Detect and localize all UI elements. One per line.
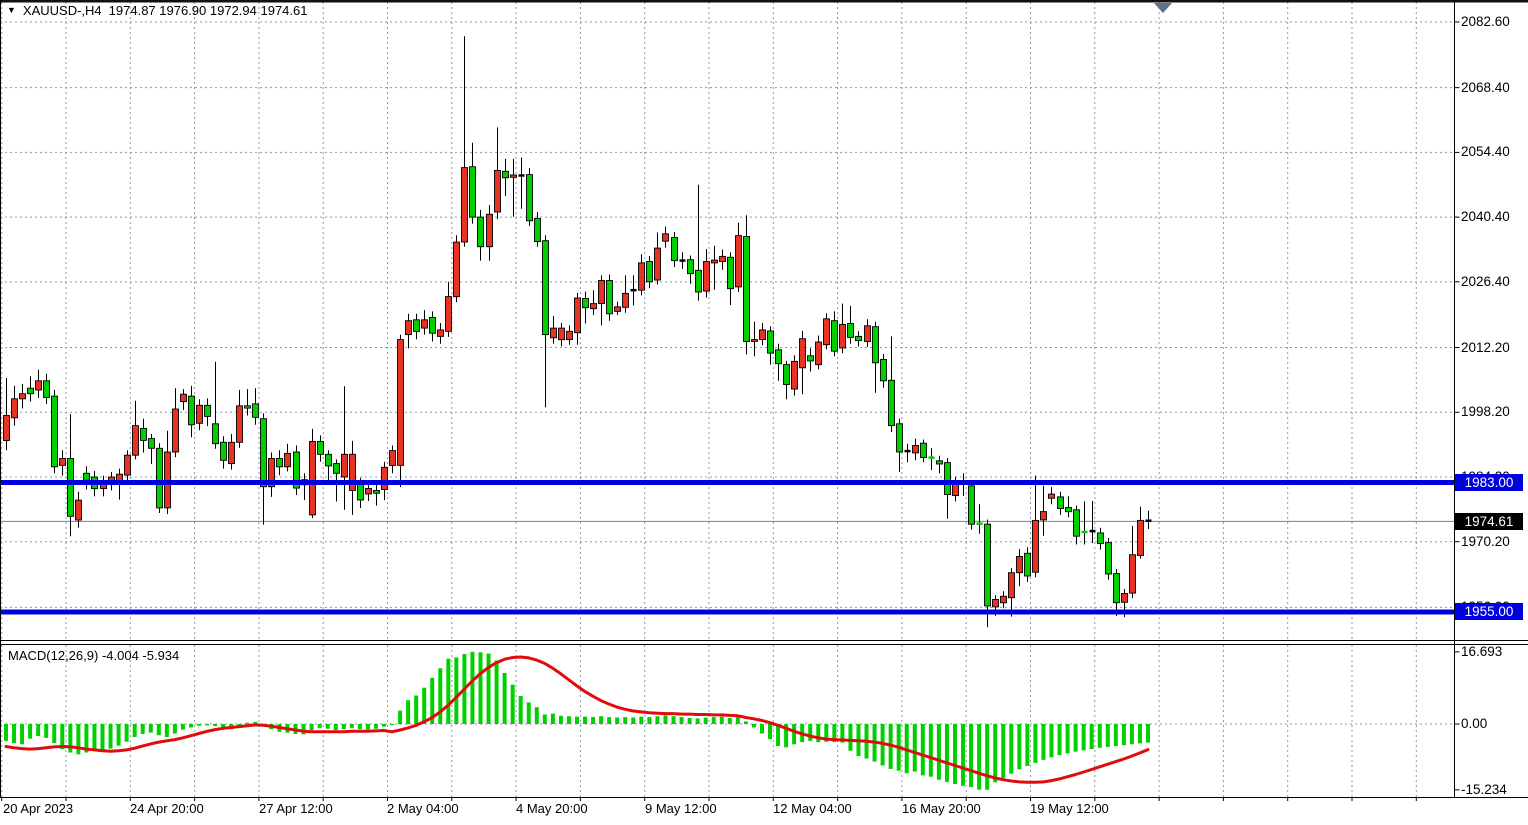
price-axis-tick-label: 2054.40 [1461, 144, 1510, 160]
macd-current-values: -4.004 -5.934 [101, 648, 180, 663]
support-price-badge: 1955.00 [1455, 603, 1523, 621]
macd-axis-tick-label: 0.00 [1461, 716, 1488, 731]
time-axis-label: 2 May 04:00 [387, 801, 459, 816]
price-axis-tick-label: 2040.40 [1461, 209, 1510, 225]
time-axis-label: 27 Apr 12:00 [259, 801, 333, 816]
chart-shift-marker-icon[interactable] [1154, 3, 1172, 13]
symbol-timeframe-label: XAUUSD-,H4 [22, 3, 102, 18]
price-axis-tick-label: 2026.40 [1461, 273, 1510, 289]
ohlc-values: 1974.87 1976.90 1972.94 1974.61 [108, 3, 308, 18]
macd-indicator-label: MACD(12,26,9) -4.004 -5.934 [8, 648, 179, 663]
time-axis-label: 24 Apr 20:00 [130, 801, 204, 816]
time-axis-label: 4 May 20:00 [516, 801, 588, 816]
time-axis-label: 16 May 20:00 [902, 801, 981, 816]
time-axis-label: 20 Apr 2023 [3, 801, 74, 816]
symbol-dropdown-triangle-icon[interactable]: ▼ [7, 5, 16, 15]
price-axis-tick-label: 2068.40 [1461, 79, 1510, 95]
symbol-ohlc-line: ▼ XAUUSD-,H4 1974.87 1976.90 1972.94 197… [7, 3, 307, 18]
price-axis-tick-label: 2012.20 [1461, 339, 1510, 355]
macd-name: MACD(12,26,9) [8, 648, 99, 663]
macd-axis-tick-label: 16.693 [1461, 643, 1503, 659]
time-axis-label: 12 May 04:00 [773, 801, 852, 816]
price-axis-tick-label: 2082.60 [1461, 14, 1510, 29]
time-axis-label: 9 May 12:00 [645, 801, 717, 816]
time-axis-label: 19 May 12:00 [1030, 801, 1109, 816]
macd-axis-tick-label: -15.234 [1461, 781, 1507, 797]
price-axis-tick-label: 1998.20 [1461, 404, 1510, 420]
resistance-price-badge: 1983.00 [1455, 474, 1523, 492]
current-price-badge: 1974.61 [1455, 512, 1523, 530]
price-axis-tick-label: 1970.20 [1461, 533, 1510, 549]
